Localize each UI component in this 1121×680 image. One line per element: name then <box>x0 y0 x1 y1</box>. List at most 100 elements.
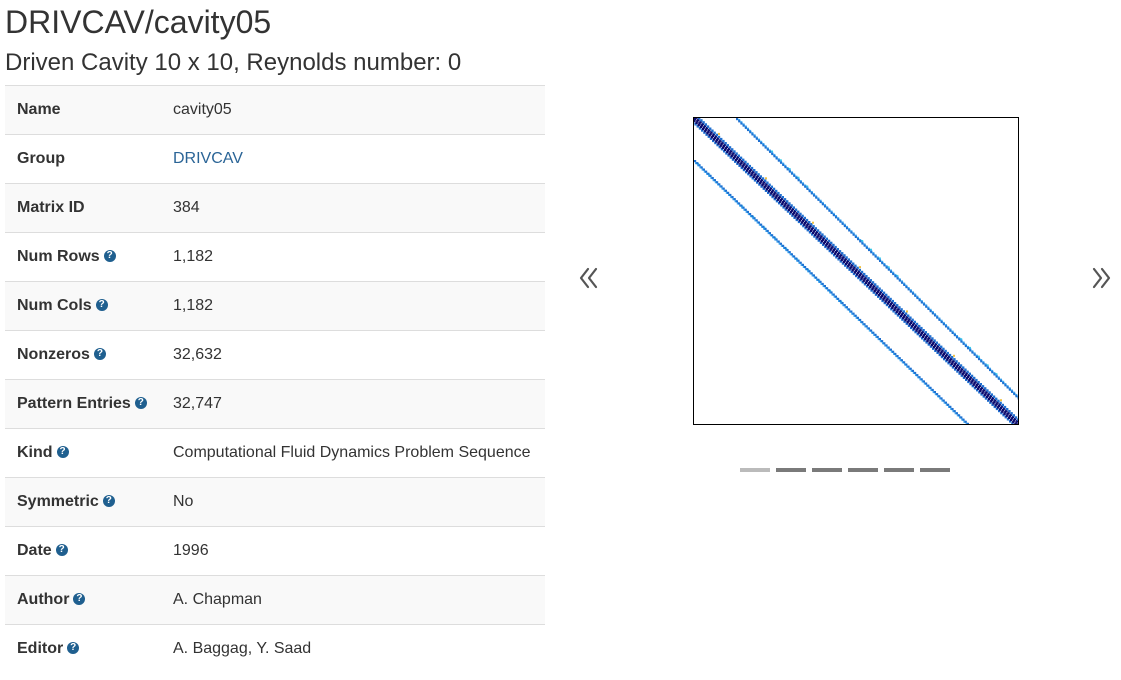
matrix-nonzero <box>826 241 830 244</box>
matrix-nonzero <box>930 343 934 347</box>
matrix-nonzero <box>942 321 945 325</box>
matrix-nonzero <box>945 359 948 363</box>
matrix-nonzero <box>775 200 779 203</box>
matrix-nonzero <box>1010 417 1014 420</box>
info-row-label: Author <box>17 591 70 608</box>
matrix-nonzero <box>898 306 901 309</box>
matrix-nonzero <box>786 167 789 170</box>
matrix-nonzero <box>943 356 947 359</box>
matrix-nonzero <box>956 363 960 367</box>
matrix-nonzero <box>906 316 909 319</box>
carousel-next-button[interactable] <box>1082 260 1118 296</box>
matrix-nonzero <box>950 362 953 365</box>
matrix-nonzero <box>984 363 987 366</box>
matrix-nonzero <box>800 216 803 219</box>
matrix-nonzero <box>918 335 922 338</box>
help-icon[interactable]: ? <box>134 396 147 409</box>
matrix-nonzero <box>728 146 732 149</box>
matrix-nonzero <box>964 343 967 346</box>
help-icon[interactable]: ? <box>55 543 68 556</box>
matrix-nonzero <box>969 382 972 386</box>
matrix-nonzero <box>843 223 846 226</box>
matrix-nonzero <box>777 197 780 200</box>
matrix-nonzero <box>787 208 791 212</box>
matrix-nonzero <box>700 119 703 122</box>
matrix-nonzero <box>841 262 845 265</box>
matrix-nonzero <box>1009 420 1012 423</box>
matrix-nonzero <box>881 299 884 303</box>
matrix-nonzero <box>841 221 844 224</box>
matrix-nonzero <box>867 282 871 285</box>
carousel-indicator[interactable] <box>920 468 950 472</box>
matrix-nonzero <box>750 173 753 176</box>
matrix-nonzero <box>864 325 867 328</box>
matrix-nonzero <box>842 260 846 264</box>
matrix-nonzero <box>856 271 860 275</box>
matrix-nonzero <box>1000 399 1002 402</box>
carousel-indicator[interactable] <box>740 468 770 472</box>
matrix-nonzero <box>883 263 886 266</box>
group-link[interactable]: DRIVCAV <box>173 150 243 167</box>
matrix-nonzero <box>818 232 821 236</box>
help-icon[interactable]: ? <box>103 249 116 262</box>
help-icon[interactable]: ? <box>67 642 80 655</box>
info-row-label: Num Rows <box>17 248 100 265</box>
matrix-nonzero <box>987 397 991 401</box>
matrix-nonzero <box>774 238 777 241</box>
matrix-nonzero <box>936 315 939 318</box>
carousel-indicator[interactable] <box>812 468 842 472</box>
matrix-nonzero <box>839 299 842 303</box>
matrix-nonzero <box>841 302 844 305</box>
matrix-nonzero <box>755 219 758 222</box>
matrix-nonzero <box>873 289 876 293</box>
matrix-nonzero <box>970 374 974 378</box>
matrix-nonzero <box>956 370 959 373</box>
matrix-nonzero <box>822 284 825 288</box>
matrix-nonzero <box>947 362 950 365</box>
matrix-nonzero <box>762 143 765 146</box>
matrix-nonzero <box>718 132 720 135</box>
matrix-nonzero <box>920 300 923 303</box>
matrix-nonzero <box>722 139 725 143</box>
matrix-nonzero <box>832 293 835 296</box>
matrix-nonzero <box>832 248 835 252</box>
info-row: Author? A. Chapman <box>5 575 545 625</box>
matrix-nonzero <box>981 391 984 395</box>
help-icon[interactable]: ? <box>102 494 115 507</box>
matrix-nonzero <box>771 195 774 199</box>
help-icon[interactable]: ? <box>93 347 106 360</box>
matrix-nonzero <box>1002 408 1005 412</box>
carousel-indicator[interactable] <box>884 468 914 472</box>
matrix-nonzero <box>762 225 765 228</box>
help-icon[interactable]: ? <box>95 298 108 311</box>
matrix-nonzero <box>768 232 771 235</box>
matrix-nonzero <box>998 408 1002 411</box>
matrix-nonzero <box>724 142 727 145</box>
matrix-nonzero <box>856 316 859 319</box>
matrix-nonzero <box>876 335 879 339</box>
matrix-nonzero <box>865 246 868 249</box>
matrix-nonzero <box>718 140 721 144</box>
matrix-nonzero <box>707 135 710 138</box>
matrix-nonzero <box>953 410 956 413</box>
matrix-nonzero <box>812 225 815 228</box>
matrix-nonzero <box>931 388 934 392</box>
matrix-nonzero <box>799 261 802 264</box>
matrix-nonzero <box>756 221 759 224</box>
matrix-nonzero <box>718 183 721 186</box>
matrix-nonzero <box>830 251 834 255</box>
matrix-nonzero <box>929 308 932 311</box>
matrix-nonzero <box>966 375 970 378</box>
matrix-nonzero <box>892 350 895 353</box>
carousel-indicator[interactable] <box>776 468 806 472</box>
matrix-nonzero <box>970 381 973 384</box>
matrix-nonzero <box>926 384 929 387</box>
help-icon[interactable]: ? <box>73 592 86 605</box>
matrix-nonzero <box>936 316 939 319</box>
help-icon[interactable]: ? <box>56 445 69 458</box>
matrix-nonzero <box>863 272 866 276</box>
info-row-label: Name <box>17 101 61 118</box>
carousel-indicator[interactable] <box>848 468 878 472</box>
carousel-prev-button[interactable] <box>572 260 608 296</box>
matrix-nonzero <box>939 352 942 355</box>
